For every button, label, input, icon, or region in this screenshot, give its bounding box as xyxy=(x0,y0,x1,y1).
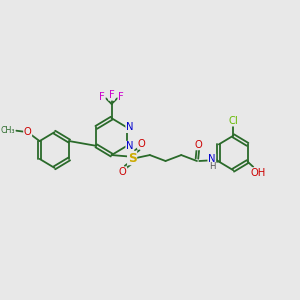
Text: S: S xyxy=(128,152,136,164)
Text: F: F xyxy=(109,90,114,100)
Text: N: N xyxy=(126,141,134,152)
Text: F: F xyxy=(99,92,105,101)
Text: O: O xyxy=(119,167,127,177)
Text: N: N xyxy=(126,122,134,132)
Text: O: O xyxy=(138,139,146,149)
Text: F: F xyxy=(118,92,124,101)
Text: N: N xyxy=(208,154,215,164)
Text: O: O xyxy=(194,140,202,150)
Text: CH₃: CH₃ xyxy=(0,126,15,135)
Text: H: H xyxy=(209,162,216,171)
Text: Cl: Cl xyxy=(228,116,238,126)
Text: O: O xyxy=(24,127,32,137)
Text: OH: OH xyxy=(251,168,266,178)
